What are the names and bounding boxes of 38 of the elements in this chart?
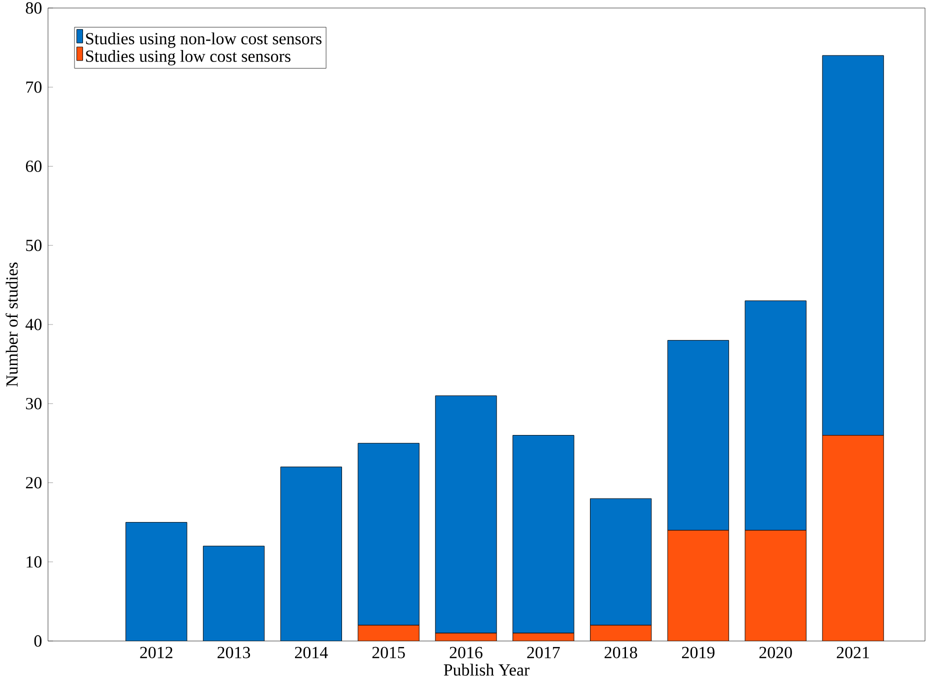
legend-label: Studies using low cost sensors: [86, 50, 290, 66]
y-tick-label: 50: [26, 240, 42, 252]
bar: [435, 395, 497, 634]
bar: [590, 498, 652, 626]
x-tick-label: 2020: [759, 646, 792, 658]
bar: [744, 300, 806, 530]
x-tick-label: 2015: [372, 646, 405, 658]
x-tick-label: 2012: [140, 646, 172, 658]
bar: [358, 442, 420, 626]
x-tick-label: 2019: [682, 646, 714, 658]
bar: [590, 625, 652, 641]
y-tick-label: 40: [26, 318, 42, 330]
y-tick-label: 60: [26, 160, 42, 172]
x-tick-label: 2016: [450, 646, 482, 658]
y-tick-label: 10: [26, 556, 42, 568]
y-tick-label: 0: [34, 635, 42, 647]
x-tick-label: 2018: [604, 646, 638, 658]
bar: [668, 530, 729, 641]
bar: [822, 435, 884, 641]
bar: [512, 435, 574, 634]
y-tick-label: 30: [26, 398, 42, 410]
bar: [745, 530, 806, 641]
y-tick-label: 80: [26, 2, 42, 14]
x-tick-label: 2017: [527, 646, 560, 658]
bar: [280, 466, 342, 641]
y-tick-label: 70: [26, 81, 42, 93]
bar: [667, 340, 730, 530]
x-tick-label: 2013: [218, 646, 250, 658]
bar: [203, 546, 264, 641]
y-tick-label: 20: [26, 477, 42, 488]
legend-label: Studies using non-low cost sensors: [86, 32, 322, 48]
bar: [126, 522, 187, 641]
bar: [358, 625, 420, 641]
x-tick-label: 2014: [294, 646, 328, 658]
y-axis-title: Number of studies: [6, 262, 18, 387]
x-tick-label: 2021: [836, 646, 869, 658]
x-axis-title: Publish Year: [444, 664, 530, 676]
bar: [822, 55, 884, 436]
